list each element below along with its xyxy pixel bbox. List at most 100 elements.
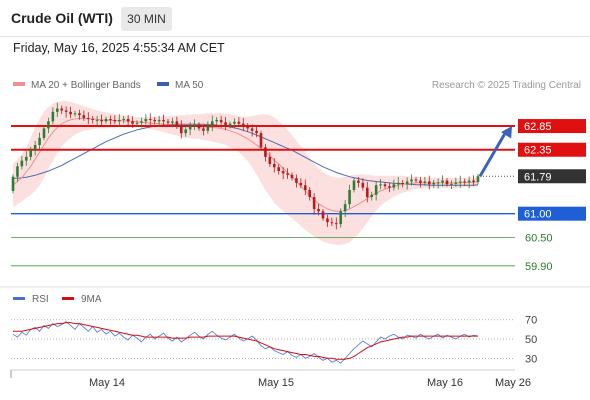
candle bbox=[348, 184, 351, 209]
level-badge bbox=[518, 119, 586, 134]
timeframe-badge[interactable]: 30 MIN bbox=[121, 7, 172, 31]
instrument-title: Crude Oil (WTI) bbox=[11, 10, 113, 26]
candle bbox=[321, 208, 325, 221]
candle bbox=[299, 178, 303, 189]
candle bbox=[259, 130, 263, 150]
candle bbox=[303, 179, 307, 196]
candle bbox=[454, 177, 458, 187]
candle bbox=[396, 177, 400, 190]
candle bbox=[388, 182, 391, 193]
level-label: 62.85 bbox=[524, 121, 552, 133]
candle bbox=[432, 179, 436, 188]
candle bbox=[268, 152, 272, 167]
candle bbox=[224, 117, 227, 131]
candle bbox=[365, 181, 369, 203]
candle bbox=[339, 208, 343, 228]
ma20-line bbox=[12, 118, 479, 212]
candle bbox=[312, 193, 316, 215]
candle bbox=[450, 180, 453, 189]
candle bbox=[228, 121, 232, 129]
candle bbox=[117, 114, 121, 127]
candle bbox=[86, 112, 90, 125]
candle bbox=[153, 116, 157, 125]
chart-header: Crude Oil (WTI) 30 MIN bbox=[0, 0, 590, 37]
candle bbox=[423, 176, 427, 186]
candle bbox=[144, 114, 148, 125]
price-panel: 62.85 62.35 61.79 61.00 60.50 59.90 bbox=[11, 100, 586, 273]
candle bbox=[206, 121, 210, 134]
candle bbox=[343, 200, 347, 218]
candle bbox=[295, 174, 298, 188]
candle bbox=[113, 115, 117, 125]
candle bbox=[193, 119, 196, 131]
candle bbox=[78, 109, 81, 120]
rsi-legend-label: RSI bbox=[32, 294, 49, 305]
candle bbox=[436, 178, 440, 189]
research-credit: Research © 2025 Trading Central bbox=[431, 80, 581, 91]
candle bbox=[202, 124, 205, 136]
level-label: 59.90 bbox=[525, 261, 553, 273]
candle bbox=[82, 110, 86, 121]
candle bbox=[463, 178, 467, 186]
ma50-swatch bbox=[157, 82, 169, 87]
level-label: 60.50 bbox=[525, 232, 553, 244]
ma9-swatch bbox=[62, 297, 74, 300]
rsi-panel: RSI 9MA 70 50 30 bbox=[11, 294, 537, 365]
candle bbox=[219, 115, 223, 129]
candle bbox=[73, 110, 77, 117]
candle bbox=[401, 179, 405, 188]
level-61.79: 61.79 bbox=[480, 169, 586, 184]
candles bbox=[11, 102, 480, 230]
candle bbox=[441, 175, 444, 187]
candle bbox=[281, 166, 285, 180]
x-tick-label: May 16 bbox=[427, 377, 463, 389]
x-axis: May 14 May 15 May 16 May 26 bbox=[10, 369, 531, 389]
candle bbox=[171, 117, 174, 128]
candle bbox=[135, 120, 139, 127]
candle bbox=[264, 143, 267, 162]
candle bbox=[370, 191, 374, 201]
candle bbox=[188, 121, 192, 136]
rsi-line bbox=[12, 321, 479, 364]
level-badge bbox=[518, 169, 586, 184]
candle bbox=[445, 178, 449, 187]
candle bbox=[140, 117, 143, 128]
candle bbox=[95, 115, 99, 126]
level-label: 61.79 bbox=[524, 171, 552, 183]
candle bbox=[162, 114, 165, 126]
candle bbox=[42, 126, 46, 141]
candle bbox=[131, 116, 134, 128]
candle bbox=[197, 122, 201, 131]
candle bbox=[55, 102, 59, 118]
level-60.50: 60.50 bbox=[11, 232, 553, 244]
candle bbox=[476, 173, 480, 185]
candle bbox=[210, 115, 214, 132]
timestamp: Friday, May 16, 2025 4:55:34 AM CET bbox=[13, 41, 225, 55]
x-tick-label: May 26 bbox=[495, 377, 531, 389]
candle bbox=[308, 187, 312, 201]
rsi-swatch bbox=[13, 297, 25, 300]
candle bbox=[277, 164, 281, 175]
candle bbox=[60, 105, 64, 114]
candle bbox=[472, 175, 475, 187]
candle bbox=[379, 179, 382, 190]
candle bbox=[47, 117, 50, 134]
candle bbox=[16, 162, 19, 182]
candle bbox=[241, 117, 245, 132]
candle bbox=[250, 124, 254, 137]
level-badge bbox=[518, 142, 586, 157]
candle bbox=[383, 181, 387, 189]
candle bbox=[20, 155, 24, 170]
price-levels: 62.85 62.35 61.79 61.00 60.50 59.90 bbox=[11, 119, 586, 273]
target-arrow-head bbox=[501, 126, 512, 139]
candle bbox=[24, 151, 28, 166]
candle bbox=[290, 172, 294, 181]
candle bbox=[175, 116, 179, 129]
candle bbox=[29, 146, 33, 161]
candle bbox=[166, 118, 170, 126]
candle bbox=[215, 116, 219, 125]
rsi-tick-label: 70 bbox=[525, 315, 537, 327]
level-59.90: 59.90 bbox=[11, 261, 553, 273]
candle bbox=[51, 107, 55, 125]
